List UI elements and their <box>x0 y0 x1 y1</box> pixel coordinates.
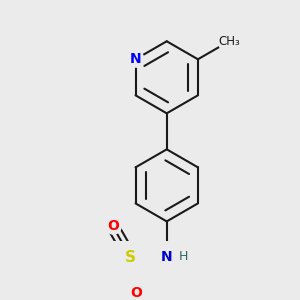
Text: N: N <box>161 250 172 264</box>
Text: N: N <box>130 52 141 66</box>
Text: CH₃: CH₃ <box>218 35 240 48</box>
Text: S: S <box>125 250 136 265</box>
Text: O: O <box>130 286 142 300</box>
Text: O: O <box>107 219 118 233</box>
Text: H: H <box>178 250 188 262</box>
